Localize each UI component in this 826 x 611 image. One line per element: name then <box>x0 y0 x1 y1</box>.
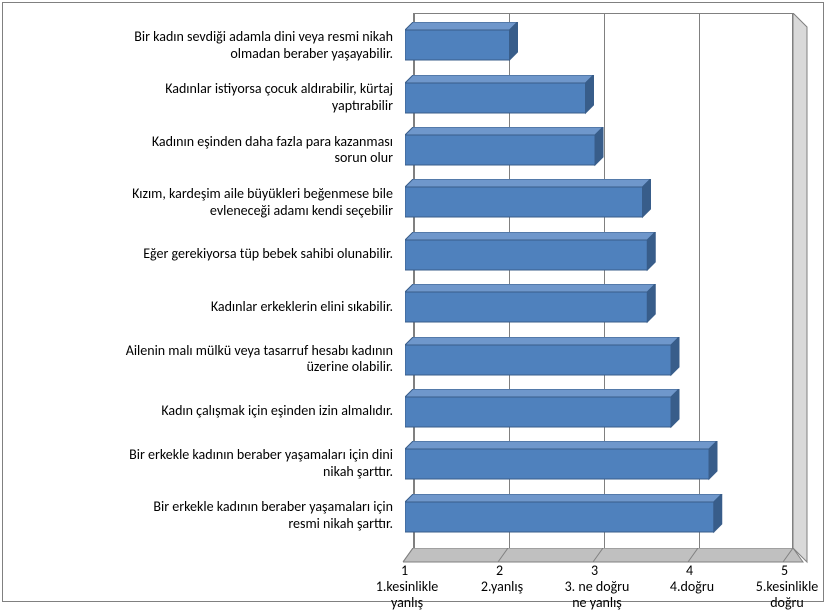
x-tick-number: 5 <box>779 563 826 579</box>
floor-tick <box>687 548 703 564</box>
category-label: Bir erkekle kadının beraber yaşamaları i… <box>11 439 397 489</box>
bars-container <box>413 19 793 543</box>
category-label: Kadın çalışmak için eşinden izin almalıd… <box>11 387 397 437</box>
x-tick-text: 4.doğru <box>646 579 738 595</box>
category-label: Kızım, kardeşim aile büyükleri beğenmese… <box>11 178 397 228</box>
category-label: Kadınlar erkeklerin elini sıkabilir. <box>11 282 397 332</box>
category-label: Bir erkekle kadının beraber yaşamaları i… <box>11 491 397 541</box>
category-label: Kadınlar istiyorsa çocuk aldırabilir, kü… <box>11 73 397 123</box>
x-tick-number: 3 <box>589 563 643 579</box>
category-labels: Bir kadın sevdiği adamla dini veya resmi… <box>11 21 397 541</box>
category-label: Ailenin malı mülkü veya tasarruf hesabı … <box>11 334 397 384</box>
x-tick-number: 1 <box>399 563 453 579</box>
x-axis-ticks: 11.kesinlikle yanlış22.yanlış33. ne doğr… <box>403 563 803 597</box>
category-label: Kadının eşinden daha fazla para kazanmas… <box>11 125 397 175</box>
plot-region: 11.kesinlikle yanlış22.yanlış33. ne doğr… <box>403 13 803 598</box>
category-label: Eğer gerekiyorsa tüp bebek sahibi olunab… <box>11 230 397 280</box>
x-tick-label: 22.yanlış <box>456 563 548 595</box>
floor-tick <box>592 548 608 564</box>
chart-area: Bir kadın sevdiği adamla dini veya resmi… <box>3 3 823 601</box>
x-tick-text: 2.yanlış <box>456 579 548 595</box>
floor-tick <box>497 548 513 564</box>
x-tick-label: 44.doğru <box>646 563 738 595</box>
x-tick-number: 2 <box>494 563 548 579</box>
category-label: Bir kadın sevdiği adamla dini veya resmi… <box>11 21 397 71</box>
x-tick-number: 4 <box>684 563 738 579</box>
chart-frame: Bir kadın sevdiği adamla dini veya resmi… <box>2 2 824 602</box>
floor-tick <box>782 548 798 564</box>
floor-tick <box>402 548 418 564</box>
x-tick-text: 5.kesinlikle doğru <box>741 579 826 611</box>
x-tick-text: 3. ne doğru ne yanlış <box>551 579 643 611</box>
chart-sidewall <box>793 13 807 562</box>
x-tick-text: 1.kesinlikle yanlış <box>361 579 453 611</box>
